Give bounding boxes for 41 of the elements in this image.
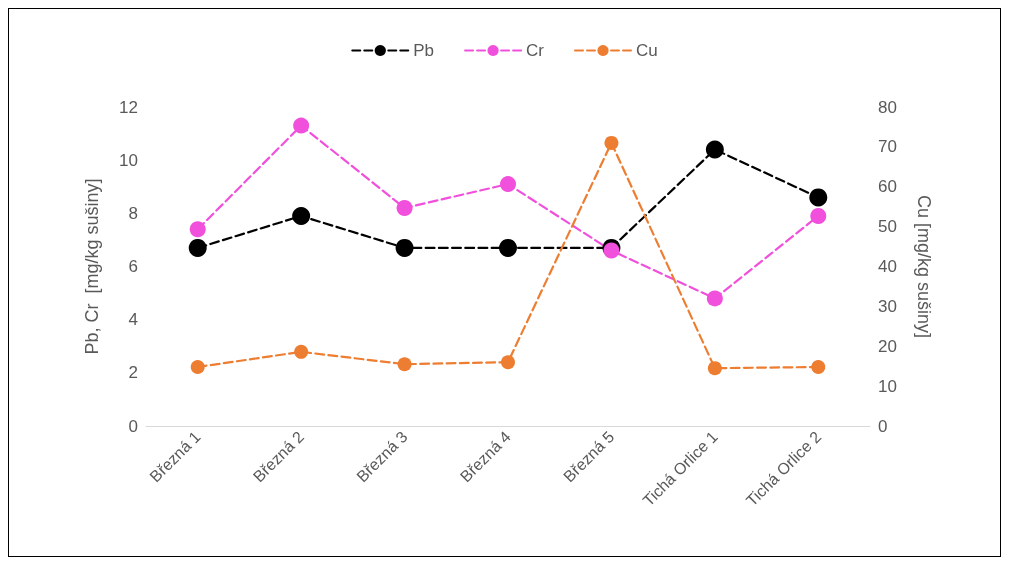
- point: [706, 290, 723, 307]
- y2-axis-title: Cu [mg/kg sušiny]: [914, 194, 934, 339]
- legend-label: Pb: [413, 41, 435, 60]
- y2-tick-label: 30: [878, 296, 897, 316]
- y2-tick-label: 40: [878, 257, 897, 276]
- point: [705, 140, 724, 159]
- point: [810, 208, 827, 224]
- y-tick-label: 2: [128, 363, 138, 383]
- point: [292, 207, 311, 225]
- point: [396, 200, 413, 217]
- y-tick-label: 10: [119, 150, 138, 170]
- point: [395, 238, 414, 257]
- y2-tick-label: 10: [878, 376, 897, 396]
- y2-tick-label: 60: [878, 177, 897, 197]
- point: [190, 359, 205, 374]
- y-tick-label: 0: [128, 416, 138, 436]
- point: [500, 176, 516, 193]
- point: [604, 135, 619, 150]
- legend-label: Cu: [636, 41, 658, 60]
- y2-tick-label: 80: [878, 97, 897, 117]
- point: [809, 188, 828, 207]
- point: [294, 344, 309, 359]
- y2-tick-label: 50: [878, 217, 897, 237]
- y-tick-label: 12: [119, 97, 138, 117]
- point: [499, 238, 517, 257]
- legend-label: Cr: [526, 41, 545, 60]
- y2-tick-label: 70: [878, 137, 897, 157]
- point: [501, 355, 515, 370]
- point: [397, 357, 412, 372]
- y-axis-title: Pb, Cr [mg/kg sušiny]: [82, 178, 102, 355]
- point: [188, 238, 207, 257]
- y2-tick-label: 0: [878, 416, 888, 436]
- point: [293, 117, 310, 134]
- point: [707, 361, 722, 376]
- y-tick-label: 4: [128, 310, 138, 330]
- y-tick-label: 6: [128, 257, 138, 276]
- y-tick-label: 8: [128, 203, 138, 223]
- y2-tick-label: 20: [878, 336, 897, 356]
- point: [189, 221, 206, 238]
- point: [603, 242, 620, 259]
- point: [811, 359, 826, 374]
